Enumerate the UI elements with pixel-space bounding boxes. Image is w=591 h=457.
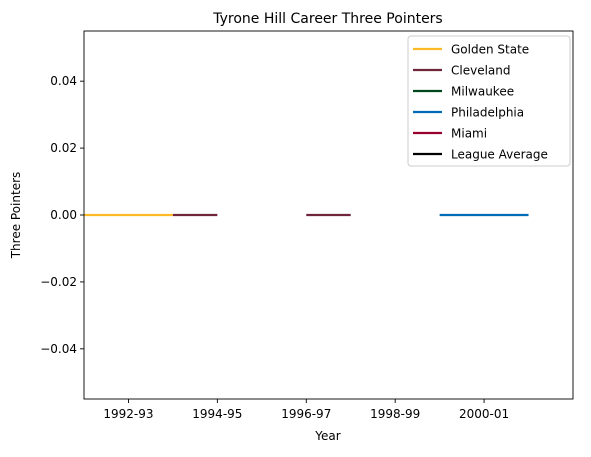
legend-label: League Average — [451, 148, 548, 162]
x-tick-label: 1996-97 — [281, 407, 331, 421]
x-axis-label: Year — [314, 429, 340, 443]
plot-area: 1992-93 1994-95 1996-97 1998-99 2000-01 −0.04… — [40, 30, 574, 421]
x-tick-label: 1998-99 — [370, 407, 420, 421]
legend-label: Golden State — [451, 43, 529, 57]
y-tick-label: 0.04 — [50, 74, 77, 88]
chart-title: Tyrone Hill Career Three Pointers — [212, 11, 442, 27]
y-tick-label: 0.00 — [50, 208, 77, 222]
legend-label: Philadelphia — [451, 106, 524, 120]
x-tick-label: 2000-01 — [459, 407, 509, 421]
legend-box — [407, 35, 571, 167]
legend-label: Miami — [451, 127, 487, 141]
y-axis-label: Three Pointers — [9, 172, 23, 260]
legend-label: Milwaukee — [451, 85, 514, 99]
legend-label: Cleveland — [451, 64, 511, 78]
legend: Golden State Cleveland Milwaukee Philadelph… — [407, 35, 571, 167]
y-tick-label: −0.04 — [40, 342, 77, 356]
y-tick-label: −0.02 — [40, 275, 77, 289]
x-tick-label: 1994-95 — [192, 407, 242, 421]
y-tick-label: 0.02 — [50, 141, 77, 155]
x-tick-label: 1992-93 — [103, 407, 153, 421]
